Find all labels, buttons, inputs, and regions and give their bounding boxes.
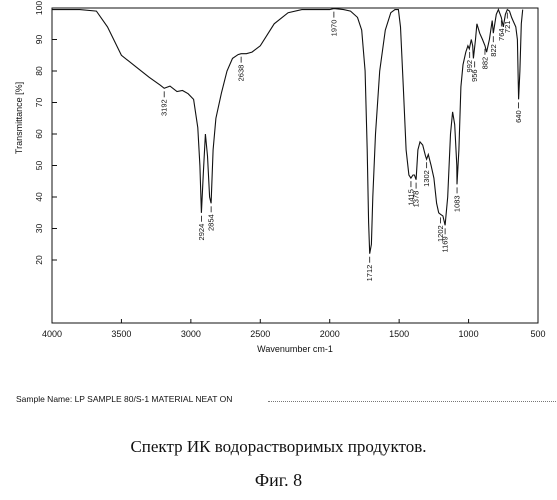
peak-label-14: 882	[480, 57, 489, 70]
x-tick-label-3: 2500	[250, 329, 270, 339]
peak-label-10: 1169	[441, 236, 450, 252]
y-tick-label-6: 80	[34, 66, 44, 76]
peak-label-5: 1712	[365, 265, 374, 282]
y-axis-label: Transmittance [%]	[14, 82, 24, 154]
peak-label-11: 1083	[453, 195, 462, 212]
figure-number: Фиг. 8	[0, 470, 557, 491]
peak-label-17: 721	[503, 21, 512, 34]
sample-name-rule	[268, 401, 556, 402]
spectrum-line	[52, 9, 523, 254]
y-tick-label-7: 90	[34, 35, 44, 45]
x-tick-label-0: 4000	[42, 329, 62, 339]
x-tick-label-2: 3000	[181, 329, 201, 339]
peak-label-0: 3192	[160, 99, 169, 116]
y-tick-label-3: 50	[34, 161, 44, 171]
peak-label-13: 956	[470, 69, 479, 82]
x-axis-ticks: 4000 3500 3000 2500 2000 1500 1000 500	[42, 319, 546, 339]
x-axis-label: Wavenumber cm-1	[257, 344, 333, 354]
y-tick-label-0: 20	[34, 255, 44, 265]
peak-label-3: 2638	[237, 65, 246, 82]
peak-label-4: 1970	[329, 20, 338, 37]
peak-label-1: 2924	[197, 224, 206, 241]
peak-label-7: 1378	[412, 191, 421, 208]
peak-label-18: 640	[514, 110, 523, 123]
x-tick-label-4: 2000	[320, 329, 340, 339]
y-tick-label-8: 100	[34, 1, 44, 15]
x-tick-label-7: 500	[530, 329, 545, 339]
y-tick-label-4: 60	[34, 129, 44, 139]
ir-spectrum-chart: 20 30 40 50 60 70 80 90 100 4000 3500 3000 2500 2000…	[0, 0, 557, 360]
sample-name: Sample Name: LP SAMPLE 80/S-1 MATERIAL N…	[16, 394, 232, 404]
peak-label-15: 822	[489, 44, 498, 57]
y-tick-label-5: 70	[34, 98, 44, 108]
peak-annotations: 3192292428542638197017121415137813021202…	[160, 12, 523, 282]
y-tick-label-2: 40	[34, 192, 44, 202]
y-axis-ticks: 20 30 40 50 60 70 80 90 100	[34, 1, 57, 265]
x-tick-label-6: 1000	[459, 329, 479, 339]
peak-label-8: 1302	[422, 170, 431, 187]
peak-label-2: 2854	[207, 214, 216, 231]
x-tick-label-1: 3500	[111, 329, 131, 339]
figure-caption: Спектр ИК водорастворимых продуктов.	[0, 437, 557, 457]
x-tick-label-5: 1500	[389, 329, 409, 339]
y-tick-label-1: 30	[34, 224, 44, 234]
